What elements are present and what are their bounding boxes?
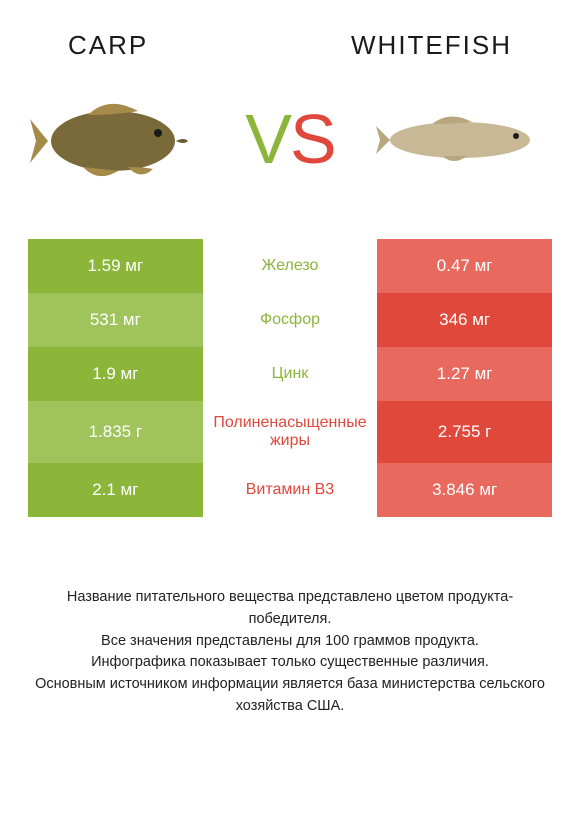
right-value-cell: 0.47 мг	[377, 239, 552, 293]
footer-line: Все значения представлены для 100 граммо…	[34, 631, 546, 653]
table-row: 531 мгФосфор346 мг	[28, 293, 552, 347]
footer-line: Основным источником информации является …	[34, 674, 546, 718]
vs-v-letter: V	[245, 99, 290, 179]
whitefish-icon	[372, 94, 552, 184]
right-value-cell: 2.755 г	[377, 401, 552, 463]
vs-label: VS	[245, 99, 334, 179]
left-value-cell: 2.1 мг	[28, 463, 203, 517]
whitefish-image	[372, 89, 552, 189]
comparison-table: 1.59 мгЖелезо0.47 мг531 мгФосфор346 мг1.…	[28, 239, 552, 517]
right-value-cell: 1.27 мг	[377, 347, 552, 401]
infographic-container: Carp Whitefish VS	[0, 0, 580, 823]
left-value-cell: 531 мг	[28, 293, 203, 347]
table-row: 1.59 мгЖелезо0.47 мг	[28, 239, 552, 293]
nutrient-label-cell: Фосфор	[203, 293, 378, 347]
table-row: 2.1 мгВитамин B33.846 мг	[28, 463, 552, 517]
vs-s-letter: S	[290, 99, 335, 179]
table-row: 1.835 гПолиненасыщенные жиры2.755 г	[28, 401, 552, 463]
nutrient-label-cell: Полиненасыщенные жиры	[203, 401, 378, 463]
left-value-cell: 1.835 г	[28, 401, 203, 463]
right-value-cell: 346 мг	[377, 293, 552, 347]
nutrient-label-cell: Витамин B3	[203, 463, 378, 517]
left-value-cell: 1.9 мг	[28, 347, 203, 401]
footer-notes: Название питательного вещества представл…	[28, 587, 552, 718]
right-product-title: Whitefish	[351, 30, 512, 61]
table-row: 1.9 мгЦинк1.27 мг	[28, 347, 552, 401]
carp-image	[28, 89, 208, 189]
nutrient-label-cell: Цинк	[203, 347, 378, 401]
comparison-visual-row: VS	[28, 79, 552, 199]
header-row: Carp Whitefish	[28, 30, 552, 61]
right-value-cell: 3.846 мг	[377, 463, 552, 517]
left-product-title: Carp	[68, 30, 148, 61]
nutrient-label-cell: Железо	[203, 239, 378, 293]
carp-icon	[28, 89, 208, 189]
footer-line: Инфографика показывает только существенн…	[34, 652, 546, 674]
left-value-cell: 1.59 мг	[28, 239, 203, 293]
footer-line: Название питательного вещества представл…	[34, 587, 546, 631]
